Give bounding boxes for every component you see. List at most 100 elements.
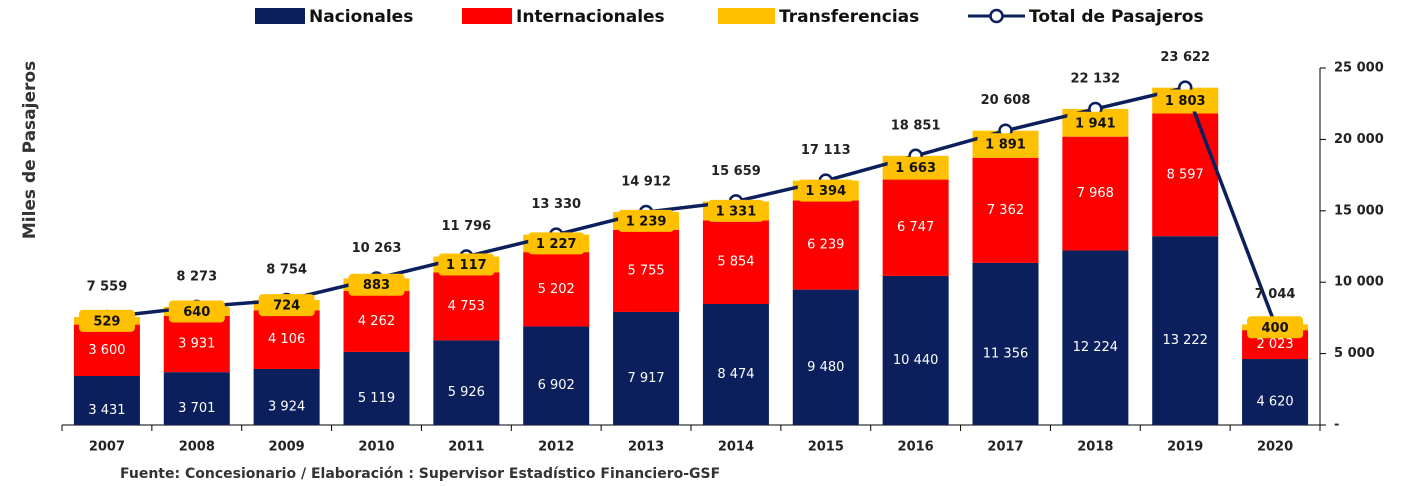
source-note: Fuente: Concesionario / Elaboración : Su… <box>120 466 720 482</box>
data-label: 3 931 <box>178 337 215 352</box>
y-tick-label: - <box>1334 418 1339 433</box>
label-box <box>1157 89 1214 112</box>
data-label: 5 755 <box>627 263 664 278</box>
data-label: 7 968 <box>1077 186 1114 201</box>
label-box <box>1247 316 1304 339</box>
total-label: 11 796 <box>441 219 491 234</box>
data-label: 5 854 <box>717 255 754 270</box>
bar-segment <box>972 262 1039 425</box>
legend-swatch <box>718 8 775 24</box>
label-box <box>797 179 854 202</box>
y-tick-label: 20 000 <box>1334 132 1384 147</box>
bar-segment <box>702 220 769 304</box>
x-tick-label: 2009 <box>269 440 305 455</box>
label-box <box>707 199 764 222</box>
data-label: 8 474 <box>717 367 754 382</box>
data-label: 1 239 <box>626 214 667 229</box>
legend-swatch <box>462 8 512 24</box>
bar-segment <box>163 372 230 425</box>
data-label: 4 753 <box>448 299 485 314</box>
y-tick-label: 15 000 <box>1334 203 1384 218</box>
x-tick-label: 2017 <box>987 440 1023 455</box>
label-box <box>258 294 315 317</box>
total-label: 17 113 <box>801 143 851 158</box>
legend-marker <box>989 8 1004 24</box>
label-box <box>528 232 585 255</box>
data-label: 1 331 <box>716 204 757 219</box>
total-label: 23 622 <box>1160 50 1210 65</box>
data-label: 1 117 <box>446 258 487 273</box>
data-label: 10 440 <box>893 353 939 368</box>
data-label: 13 222 <box>1162 333 1208 348</box>
bar-segment <box>882 275 949 425</box>
bar-segment <box>702 303 769 425</box>
x-tick-label: 2012 <box>538 440 574 455</box>
total-label: 18 851 <box>891 118 941 133</box>
bar-segment <box>343 291 410 352</box>
bar-segment <box>613 229 680 312</box>
data-label: 11 356 <box>983 346 1029 361</box>
bar-segment <box>1152 236 1219 425</box>
x-tick-label: 2010 <box>358 440 394 455</box>
y-axis-title: Miles de Pasajeros <box>20 61 40 239</box>
label-box <box>887 156 944 179</box>
bar-segment <box>73 324 140 377</box>
x-tick-label: 2007 <box>89 440 125 455</box>
data-label: 1 941 <box>1075 116 1116 131</box>
bar-segment <box>1062 136 1129 251</box>
data-label: 4 262 <box>358 314 395 329</box>
data-label: 5 119 <box>358 391 395 406</box>
bar-segment <box>792 289 859 425</box>
data-label: 3 600 <box>88 343 125 358</box>
total-label: 14 912 <box>621 175 671 190</box>
total-label: 7 559 <box>87 280 128 295</box>
data-label: 4 620 <box>1256 395 1293 410</box>
data-label: 400 <box>1262 321 1289 336</box>
data-label: 7 362 <box>987 203 1024 218</box>
bar-segment <box>792 200 859 290</box>
data-label: 8 597 <box>1167 167 1204 182</box>
data-label: 3 924 <box>268 399 305 414</box>
x-tick-label: 2020 <box>1257 440 1293 455</box>
label-box <box>438 253 495 276</box>
data-label: 529 <box>93 314 120 329</box>
y-tick-label: 10 000 <box>1334 275 1384 290</box>
legend-label: Total de Pasajeros <box>1029 7 1204 27</box>
bar-segment <box>882 179 949 276</box>
bar-segment <box>972 157 1039 263</box>
label-box <box>78 309 135 332</box>
total-label: 13 330 <box>531 197 581 212</box>
label-box <box>977 133 1034 156</box>
bar-segment <box>1062 250 1129 425</box>
data-label: 4 106 <box>268 332 305 347</box>
bar-segment <box>1242 359 1309 425</box>
data-label: 1 803 <box>1165 94 1206 109</box>
y-tick-label: 5 000 <box>1334 346 1375 361</box>
x-tick-label: 2019 <box>1167 440 1203 455</box>
x-tick-label: 2014 <box>718 440 754 455</box>
x-tick-label: 2011 <box>448 440 484 455</box>
bar-segment <box>1152 113 1219 237</box>
data-label: 5 202 <box>538 282 575 297</box>
label-box <box>348 273 405 296</box>
total-label: 20 608 <box>981 93 1031 108</box>
data-label: 3 431 <box>88 403 125 418</box>
bar-segment <box>163 316 230 373</box>
bar-segment <box>523 252 590 327</box>
total-label: 22 132 <box>1070 71 1120 86</box>
total-label: 10 263 <box>352 241 402 256</box>
data-label: 1 891 <box>985 138 1026 153</box>
data-label: 7 917 <box>627 371 664 386</box>
data-label: 6 747 <box>897 220 934 235</box>
bar-segment <box>433 272 500 341</box>
legend-label: Nacionales <box>309 7 413 27</box>
total-label: 7 044 <box>1255 287 1296 302</box>
legend-label: Internacionales <box>516 7 665 27</box>
total-label: 15 659 <box>711 164 761 179</box>
x-tick-label: 2008 <box>179 440 215 455</box>
bar-segment <box>433 340 500 425</box>
x-tick-label: 2013 <box>628 440 664 455</box>
data-label: 2 023 <box>1256 337 1293 352</box>
legend-swatch <box>255 8 305 24</box>
